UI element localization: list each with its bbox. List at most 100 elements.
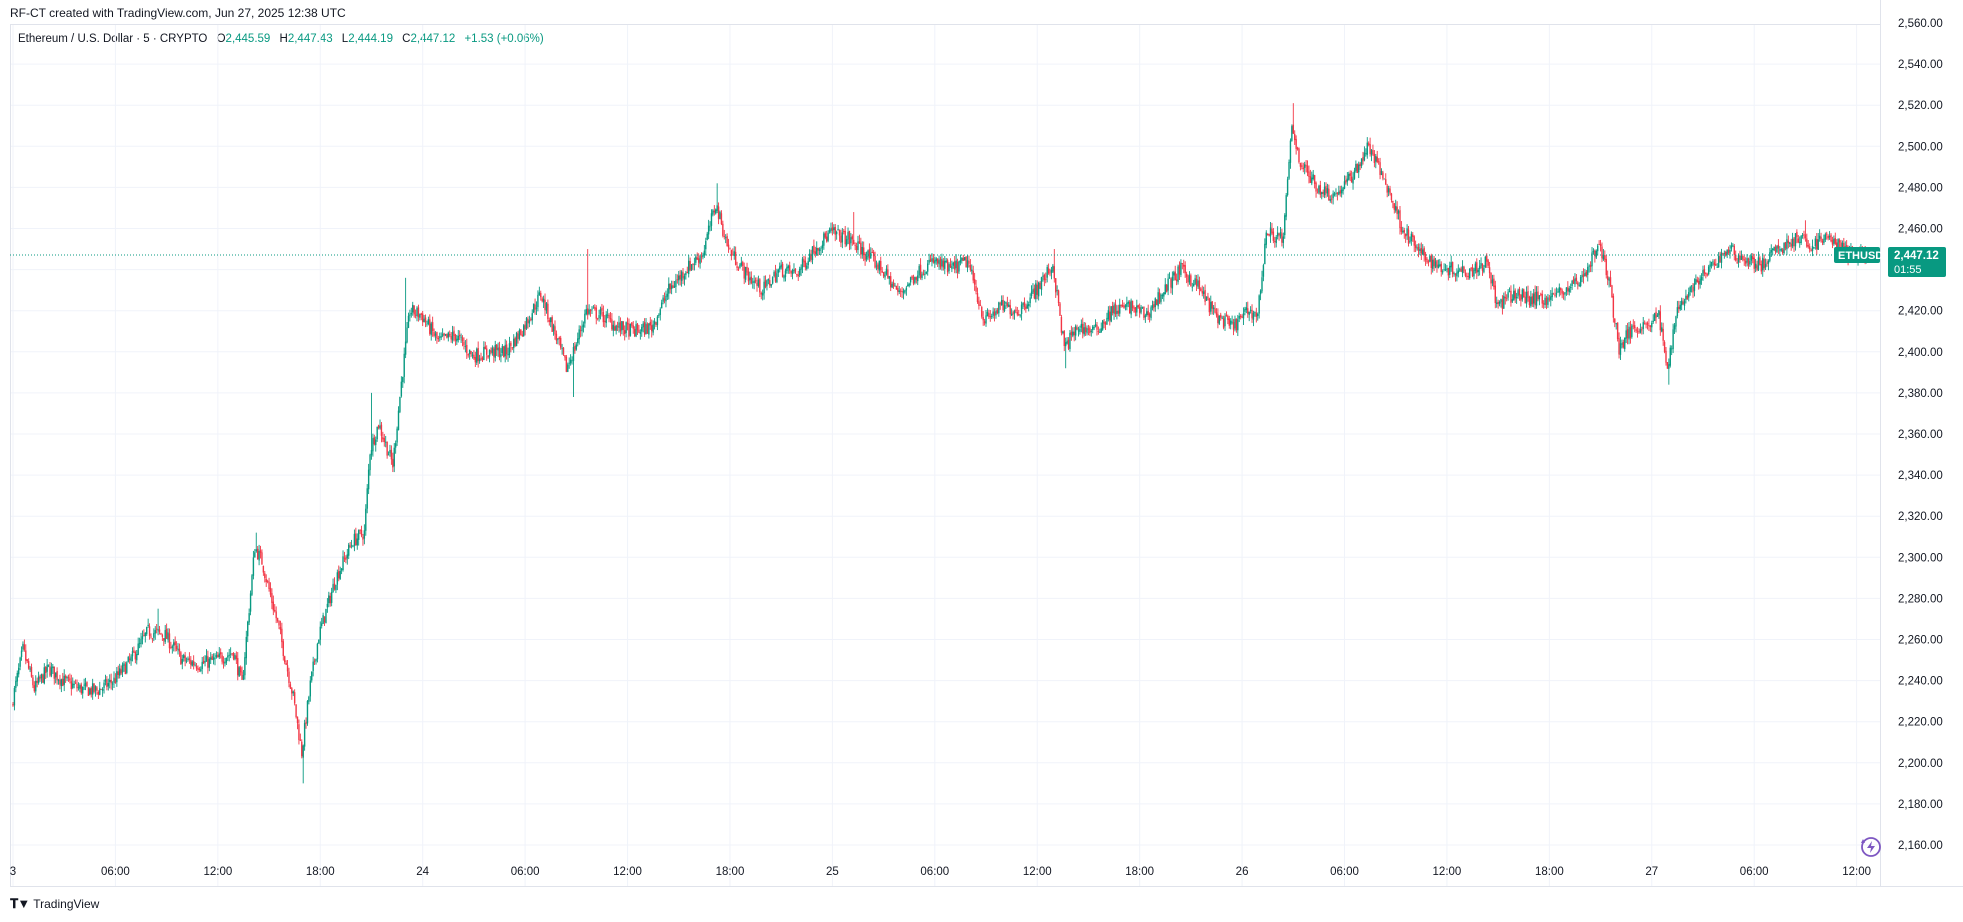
candle-body bbox=[450, 335, 452, 340]
candle-body bbox=[493, 348, 495, 357]
candle-body bbox=[191, 661, 193, 666]
open-key: O bbox=[216, 33, 226, 45]
candle-body bbox=[1050, 270, 1053, 273]
close-value: 2,447.12 bbox=[410, 33, 456, 45]
y-tick-label: 2,500.00 bbox=[1898, 141, 1943, 153]
candle-body bbox=[505, 344, 508, 355]
candle-body bbox=[1362, 157, 1364, 162]
candle-body bbox=[1259, 290, 1262, 295]
candle-body bbox=[1612, 295, 1615, 318]
candle-body bbox=[527, 319, 529, 324]
candle-body bbox=[513, 338, 515, 349]
candle-body bbox=[1830, 234, 1832, 242]
candle-body bbox=[1084, 327, 1087, 333]
y-tick-label: 2,560.00 bbox=[1898, 18, 1943, 30]
footer-brand[interactable]: 𝐓▼ TradingView bbox=[10, 896, 99, 912]
candle-body bbox=[608, 314, 610, 318]
candle-body bbox=[797, 274, 799, 277]
candle-body bbox=[1033, 288, 1036, 299]
candle-body bbox=[1560, 287, 1562, 291]
candle-body bbox=[1686, 295, 1689, 299]
price-axis[interactable]: 2,160.00 2,180.00 2,200.00 2,220.00 2,240.00… bbox=[1898, 18, 1943, 852]
candle-body bbox=[194, 664, 196, 666]
candle-body bbox=[939, 258, 942, 268]
candle-body bbox=[477, 348, 479, 362]
candle-body bbox=[1797, 238, 1799, 243]
candle-body bbox=[77, 687, 80, 689]
candle-body bbox=[1345, 180, 1347, 183]
candle-body bbox=[379, 425, 381, 429]
candle-body bbox=[278, 620, 280, 626]
candle-body bbox=[244, 657, 246, 676]
candle-body bbox=[449, 334, 451, 336]
candle-body bbox=[582, 324, 585, 327]
candle-body bbox=[1723, 253, 1726, 255]
candle-body bbox=[641, 326, 643, 332]
candle-body bbox=[619, 322, 622, 332]
time-axis[interactable]: 3 06:00 12:00 18:00 24 06:00 12:00 18:00 25 06:00… bbox=[10, 866, 1871, 878]
last-price-tag: ETHUSD 2,447.12 01:55 bbox=[1834, 246, 1946, 277]
candle-body bbox=[633, 328, 636, 337]
candle-body bbox=[1756, 265, 1758, 271]
candle-body bbox=[564, 355, 566, 358]
candle-body bbox=[1542, 303, 1545, 305]
candle-body bbox=[1358, 164, 1360, 173]
candle-body bbox=[67, 676, 70, 678]
candle-body bbox=[949, 264, 952, 268]
candle-body bbox=[817, 247, 819, 251]
candle-body bbox=[1035, 283, 1037, 300]
replay-bolt-icon[interactable] bbox=[1858, 834, 1884, 860]
candle-body bbox=[1801, 235, 1804, 236]
y-tick-label: 2,260.00 bbox=[1898, 635, 1943, 647]
candle-body bbox=[1331, 198, 1333, 200]
candle-body bbox=[1420, 247, 1423, 254]
candle-body bbox=[234, 654, 236, 660]
candle-body bbox=[183, 655, 185, 658]
candle-body bbox=[659, 309, 661, 315]
candle-body bbox=[688, 260, 690, 275]
candle-body bbox=[471, 354, 474, 356]
candle-body bbox=[912, 277, 915, 284]
candle-body bbox=[467, 354, 469, 356]
candle-body bbox=[784, 270, 787, 278]
candle-body bbox=[377, 425, 380, 428]
candle-body bbox=[1646, 323, 1649, 325]
candle-body bbox=[1258, 295, 1260, 314]
symbol-label[interactable]: Ethereum / U.S. Dollar · 5 · CRYPTO bbox=[18, 33, 208, 45]
candle-body bbox=[235, 655, 238, 660]
y-tick-label: 2,380.00 bbox=[1898, 388, 1943, 400]
candle-body bbox=[1064, 342, 1067, 347]
candle-body bbox=[262, 565, 265, 573]
candle-body bbox=[1653, 313, 1656, 321]
candle-body bbox=[1511, 299, 1514, 302]
candle-body bbox=[976, 293, 979, 303]
candle-body bbox=[1015, 309, 1017, 312]
candle-body bbox=[1735, 254, 1737, 261]
candle-body bbox=[971, 269, 973, 272]
candle-body bbox=[1282, 236, 1285, 243]
candle-body bbox=[712, 210, 714, 215]
candle-body bbox=[605, 314, 607, 324]
candle-body bbox=[1598, 244, 1600, 245]
candle-body bbox=[740, 262, 743, 266]
candle-body bbox=[752, 281, 754, 283]
tradingview-logo-icon: 𝐓▼ bbox=[10, 896, 30, 911]
candle-body bbox=[319, 626, 321, 640]
candle-body bbox=[1100, 328, 1102, 333]
candle-body bbox=[1195, 279, 1198, 286]
candle-body bbox=[709, 226, 711, 228]
candle-body bbox=[514, 337, 516, 346]
candle-body bbox=[1629, 327, 1632, 338]
candle-body bbox=[993, 311, 996, 316]
candle-body bbox=[551, 317, 553, 332]
candle-body bbox=[343, 557, 346, 559]
candle-body bbox=[843, 231, 845, 232]
candle-body bbox=[460, 336, 462, 338]
candle-body bbox=[881, 270, 883, 273]
candle-body bbox=[925, 272, 927, 274]
candle-body bbox=[771, 277, 774, 284]
candle-body bbox=[1423, 248, 1425, 256]
candle-body bbox=[258, 550, 260, 561]
candle-body bbox=[1046, 267, 1048, 278]
